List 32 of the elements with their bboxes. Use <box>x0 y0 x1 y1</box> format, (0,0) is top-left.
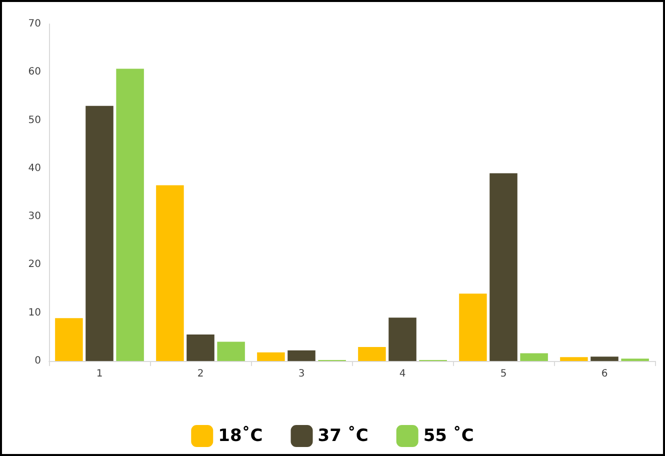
bar <box>358 347 386 361</box>
bar <box>86 106 114 361</box>
y-tick-label: 60 <box>28 66 41 78</box>
legend-label: 18˚C <box>218 425 263 446</box>
x-tick-label: 4 <box>399 368 406 380</box>
bar <box>116 68 144 361</box>
y-tick-label: 30 <box>28 211 41 222</box>
bar <box>55 318 83 361</box>
legend-label: 37 ˚C <box>318 425 368 446</box>
bar <box>388 318 416 361</box>
bar <box>257 352 285 361</box>
y-tick-label: 20 <box>28 259 41 270</box>
y-tick-label: 0 <box>34 356 41 366</box>
bar <box>520 353 548 361</box>
x-tick-label: 5 <box>500 368 507 380</box>
y-tick-label: 10 <box>28 307 41 318</box>
bar <box>217 342 245 361</box>
bar <box>560 357 588 361</box>
bar <box>590 356 618 361</box>
x-tick-label: 1 <box>96 368 103 380</box>
x-tick-label: 3 <box>298 368 305 380</box>
bar <box>186 334 214 361</box>
bar <box>156 185 184 361</box>
bar <box>490 173 518 361</box>
y-tick-label: 40 <box>28 162 41 174</box>
y-tick-label: 50 <box>28 114 41 126</box>
x-tick-label: 6 <box>601 368 608 380</box>
x-tick-label: 2 <box>197 368 204 380</box>
bar <box>288 350 316 361</box>
y-tick-label: 70 <box>28 18 41 30</box>
legend-label: 55 ˚C <box>423 425 474 446</box>
bar <box>459 294 487 361</box>
